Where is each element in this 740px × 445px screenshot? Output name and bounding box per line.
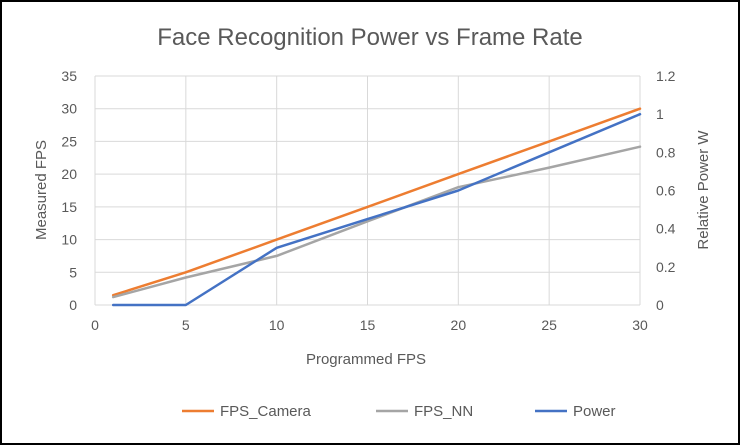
legend-label-power: Power xyxy=(573,403,616,420)
y-tick-label: 30 xyxy=(61,101,77,117)
y-tick-label: 15 xyxy=(61,199,77,215)
x-tick-label: 25 xyxy=(541,317,557,333)
y2-tick-label: 1 xyxy=(656,106,664,122)
y-tick-label: 35 xyxy=(61,68,77,84)
y-tick-label: 20 xyxy=(61,166,77,182)
legend-label-fps-nn: FPS_NN xyxy=(414,403,473,420)
chart-title: Face Recognition Power vs Frame Rate xyxy=(157,24,583,51)
gridlines xyxy=(94,75,641,306)
y2-tick-label: 0 xyxy=(656,297,664,313)
x-axis-label: Programmed FPS xyxy=(306,351,426,368)
series-line-power xyxy=(111,112,642,307)
x-tick-label: 5 xyxy=(182,317,190,333)
y2-tick-label: 0.8 xyxy=(656,144,676,160)
series-line-fps-camera xyxy=(111,107,642,297)
legend-label-fps-camera: FPS_Camera xyxy=(220,403,312,420)
series-lines xyxy=(111,107,642,307)
y2-tick-label: 0.6 xyxy=(656,183,676,199)
series-line-fps-nn xyxy=(111,145,642,299)
x-tick-label: 15 xyxy=(360,317,376,333)
y-axis-label: Measured FPS xyxy=(33,140,50,240)
y2-tick-label: 1.2 xyxy=(656,68,676,84)
y-tick-label: 0 xyxy=(69,297,77,313)
y-tick-label: 25 xyxy=(61,133,77,149)
y-tick-label: 5 xyxy=(69,264,77,280)
x-tick-label: 10 xyxy=(269,317,285,333)
x-tick-label: 30 xyxy=(632,317,648,333)
y-tick-label: 10 xyxy=(61,232,77,248)
legend: FPS_Camera FPS_NN Power xyxy=(182,403,616,420)
tick-labels: 0 5 10 15 20 25 30 35 0 5 10 15 20 25 30 0 0.2 0.4 0.6 0.8 1… xyxy=(61,68,675,333)
y2-tick-label: 0.4 xyxy=(656,221,676,237)
x-tick-label: 0 xyxy=(91,317,99,333)
x-tick-label: 20 xyxy=(451,317,467,333)
y2-tick-label: 0.2 xyxy=(656,259,676,275)
y2-axis-label: Relative Power W xyxy=(695,130,712,250)
